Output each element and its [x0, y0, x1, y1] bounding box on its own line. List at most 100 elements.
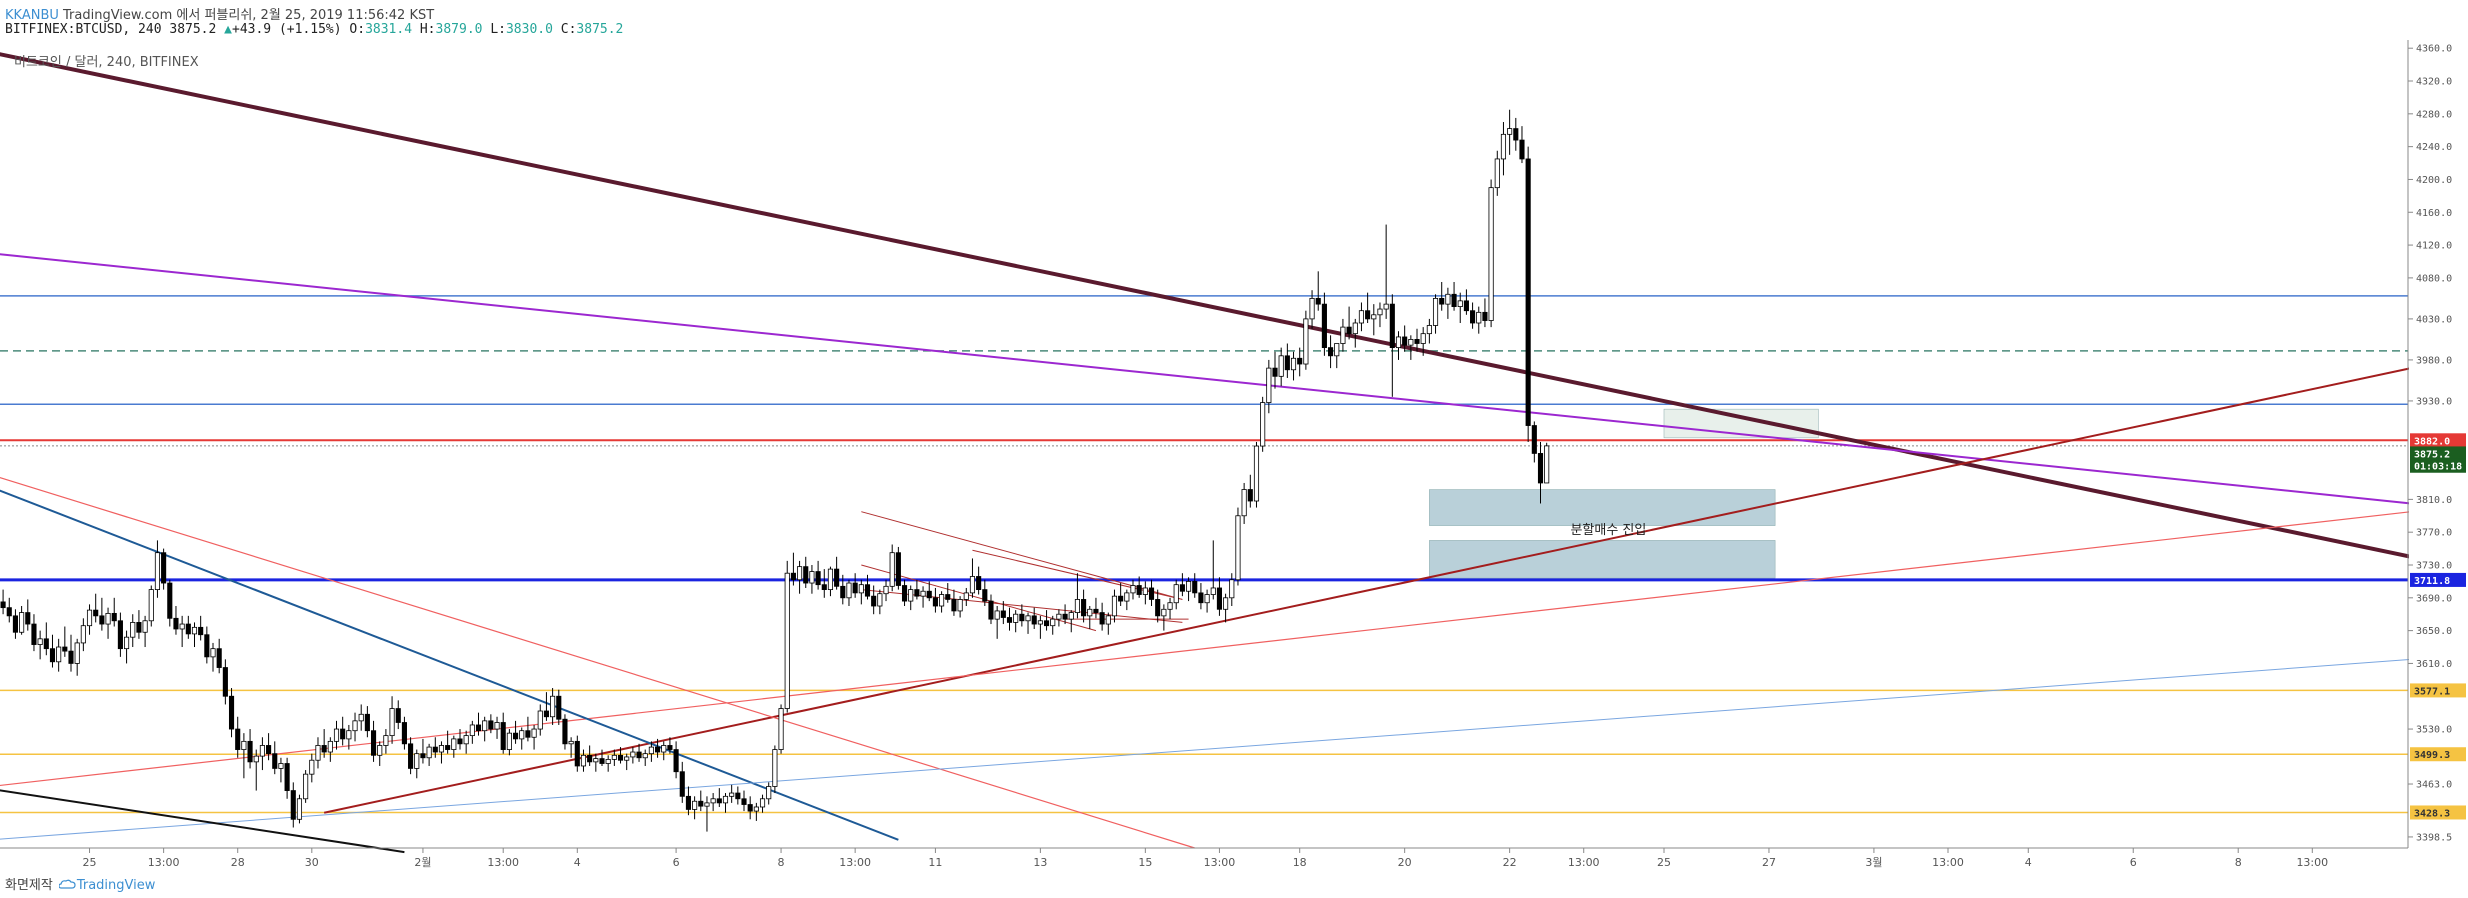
candle-body	[1148, 587, 1155, 600]
y-tick-label: 4280.0	[2416, 109, 2452, 120]
candle-body	[93, 609, 99, 617]
trend-line-5[interactable]	[0, 487, 899, 841]
candle-body	[111, 612, 117, 622]
candle-body	[655, 746, 661, 753]
candle	[611, 749, 617, 766]
tradingview-logo[interactable]: TradingView	[58, 878, 156, 893]
trend-line-8[interactable]	[861, 511, 1183, 600]
tradingview-logo-text: TradingView	[76, 878, 156, 893]
y-tick-label: 3398.5	[2416, 832, 2452, 843]
candle	[340, 716, 346, 746]
candle	[914, 579, 920, 600]
candle	[1099, 602, 1105, 631]
candle	[1198, 583, 1204, 610]
zone-box-2[interactable]	[1663, 408, 1819, 439]
candle-body	[1056, 613, 1062, 620]
candle	[772, 745, 778, 794]
y-tick-label: 3650.0	[2416, 626, 2452, 637]
candle	[266, 733, 272, 761]
candle-body	[574, 740, 580, 767]
candle	[93, 593, 99, 623]
candle-body	[1050, 618, 1056, 627]
symbol-label: BITFINEX:BTCUSD, 240	[5, 22, 162, 37]
candle	[1253, 441, 1260, 508]
candle	[185, 615, 191, 639]
author-name[interactable]: KKANBU	[5, 8, 59, 23]
candle	[957, 596, 963, 618]
x-tick-label: 13:00	[1204, 856, 1236, 869]
trend-line-6[interactable]	[0, 658, 2412, 840]
candle-body	[358, 713, 364, 722]
x-tick-label: 13:00	[839, 856, 871, 869]
candle	[1037, 615, 1043, 639]
trend-line-1[interactable]	[0, 253, 2412, 505]
candle	[858, 579, 864, 605]
candle-body	[1297, 357, 1303, 365]
x-tick-label: 8	[778, 856, 785, 869]
candle	[37, 630, 43, 660]
candle	[1445, 287, 1451, 319]
candle	[1167, 597, 1173, 620]
candle-body	[124, 636, 130, 650]
candle	[963, 587, 969, 607]
x-tick-label: 27	[1762, 856, 1776, 869]
candle	[216, 638, 222, 674]
candle	[1476, 306, 1482, 334]
trend-line-3[interactable]	[0, 511, 2412, 787]
candle-body	[1500, 133, 1507, 160]
candle	[1303, 310, 1309, 370]
candle	[1408, 335, 1414, 360]
candle-body	[488, 720, 494, 730]
candle-body	[370, 730, 377, 756]
candle-body	[309, 759, 315, 775]
trend-line-2[interactable]	[323, 367, 2412, 814]
price-badge-label: 01:03:18	[2414, 462, 2462, 473]
candle	[1432, 294, 1439, 334]
candle	[1013, 610, 1019, 633]
zone-box-1[interactable]	[1429, 540, 1776, 579]
candle-body	[1303, 318, 1309, 365]
candle-body	[210, 648, 216, 658]
candle-body	[1414, 339, 1420, 344]
candle-body	[80, 625, 86, 644]
candle-body	[889, 552, 895, 587]
y-tick-label: 4320.0	[2416, 77, 2452, 88]
candle	[1334, 343, 1340, 369]
trend-line-0[interactable]	[0, 52, 2412, 559]
tradingview-cloud-icon	[58, 879, 76, 889]
zone-box-0[interactable]	[1429, 489, 1776, 526]
x-tick-label: 13:00	[148, 856, 180, 869]
candle	[1192, 573, 1198, 598]
candle-body	[1371, 314, 1377, 320]
candle	[747, 796, 753, 820]
candle-body	[1223, 597, 1229, 610]
trend-line-4[interactable]	[0, 475, 1195, 849]
candle-body	[1537, 453, 1544, 484]
candle	[86, 604, 93, 635]
plot-background[interactable]	[0, 40, 2408, 860]
candle	[438, 741, 445, 764]
candle-body	[1043, 620, 1050, 627]
last-price: 3875.2	[169, 22, 217, 37]
candle-body	[988, 600, 994, 620]
low-value: 3830.0	[505, 22, 553, 37]
price-badge	[2410, 458, 2466, 473]
candle	[580, 749, 587, 772]
candle-body	[704, 802, 710, 807]
price-chart[interactable]: 분할매수 진입 비트코인 / 달러, 240, BITFINEX 3398.5 3…	[0, 40, 2468, 870]
candle-body	[204, 634, 210, 658]
candle	[130, 614, 136, 648]
candle-body	[1321, 303, 1327, 349]
candle	[426, 743, 432, 766]
candle	[1186, 577, 1192, 602]
candle	[648, 741, 654, 762]
candle-body	[852, 582, 858, 594]
annotation-text[interactable]: 분할매수 진입	[1570, 523, 1646, 538]
trend-line-7[interactable]	[0, 789, 405, 854]
candle-body	[611, 754, 617, 760]
candle	[883, 579, 889, 602]
candle	[667, 737, 673, 754]
candle	[1297, 347, 1303, 377]
candle-body	[86, 609, 93, 627]
candle-body	[1309, 297, 1315, 320]
